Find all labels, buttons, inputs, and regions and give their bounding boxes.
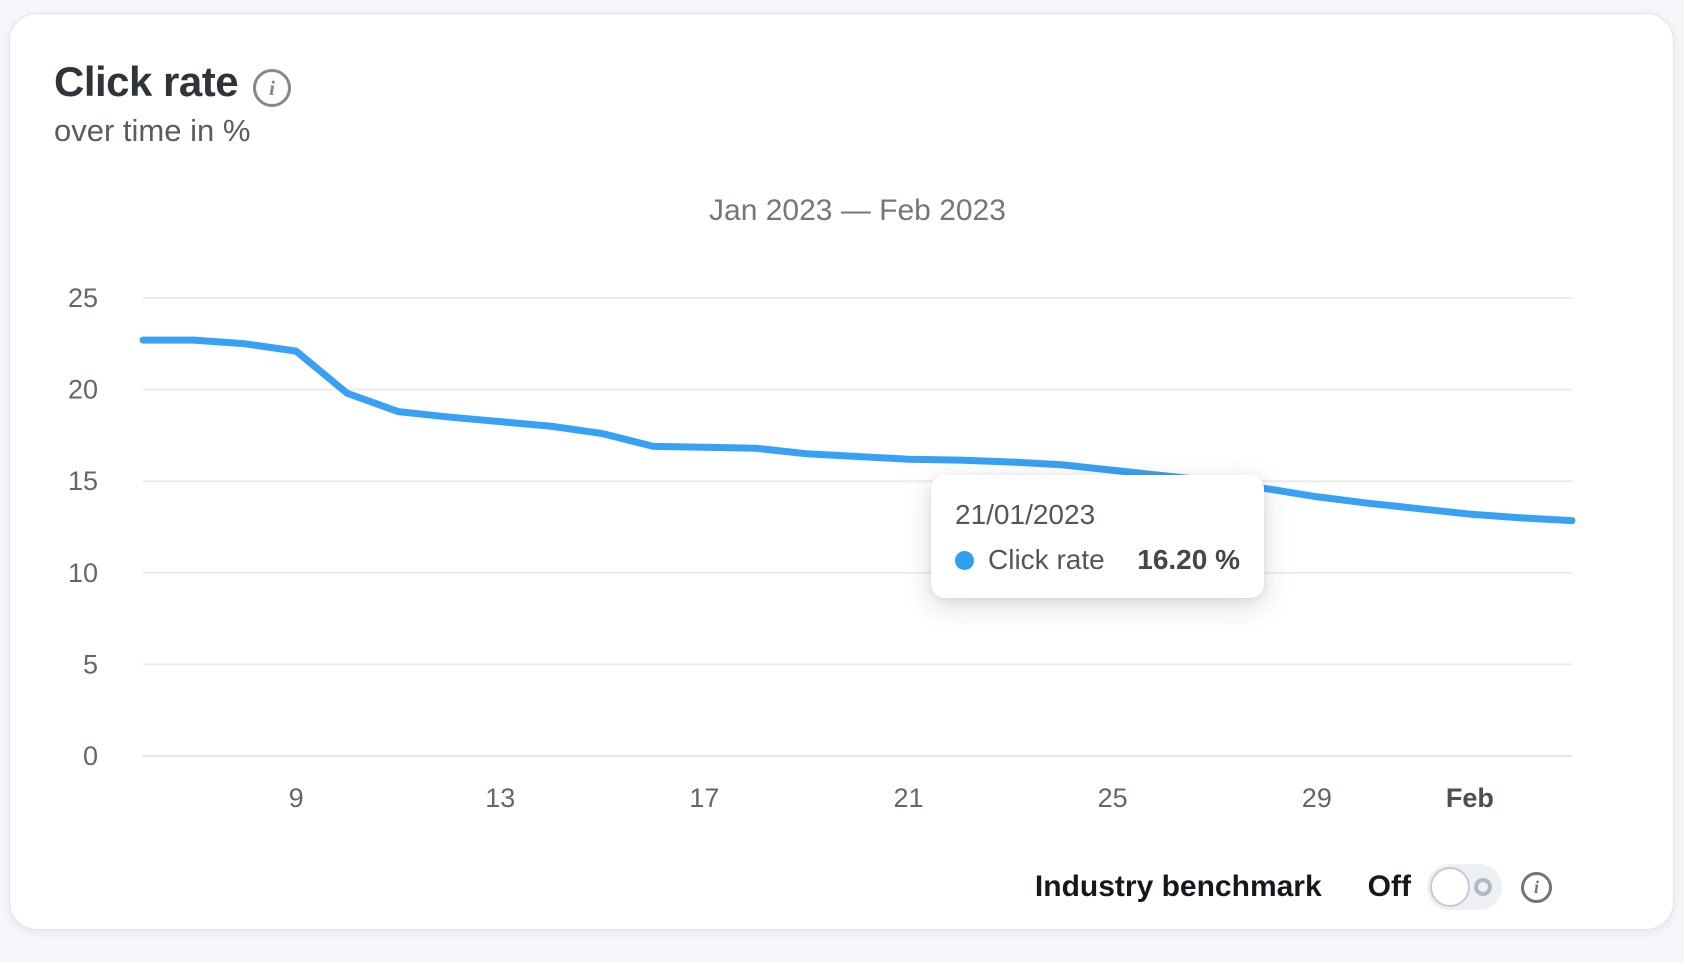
click-rate-series-line [139, 336, 1576, 525]
x-axis-tick-label: Feb [1446, 783, 1494, 813]
tooltip-series-row: Click rate 16.20 % [955, 544, 1240, 576]
y-axis-tick-label: 25 [68, 283, 98, 313]
benchmark-info-icon[interactable]: i [1521, 871, 1552, 903]
x-axis-tick-label: 29 [1302, 783, 1332, 813]
y-axis-tick-label: 15 [68, 466, 98, 496]
card-title: Click rate [54, 58, 239, 105]
y-axis-tick-label: 10 [68, 558, 98, 588]
date-range-label: Jan 2023 — Feb 2023 [709, 194, 1006, 227]
tooltip-series-label: Click rate [988, 544, 1105, 575]
info-icon[interactable]: i [253, 69, 291, 107]
tooltip-value: 16.20 % [1137, 544, 1240, 575]
x-axis-tick-label: 13 [485, 783, 515, 813]
series-dot-icon [955, 550, 974, 570]
click-rate-line-chart[interactable]: 0 5 10 15 20 25 9 13 17 21 25 29 Feb [10, 14, 1684, 962]
benchmark-state-label: Off [1367, 870, 1411, 903]
tooltip-date: 21/01/2023 [955, 499, 1096, 530]
card-subtitle: over time in % [54, 113, 251, 148]
x-axis-tick-label: 17 [689, 783, 719, 813]
y-axis-tick-label: 20 [68, 375, 98, 405]
y-axis-tick-label: 5 [83, 649, 98, 679]
click-rate-card: Click rate i over time in % Jan 2023 — F… [9, 13, 1674, 930]
benchmark-label: Industry benchmark [1034, 870, 1322, 903]
x-axis-tick-label: 9 [289, 783, 304, 813]
benchmark-toggle[interactable] [1427, 864, 1502, 910]
y-axis-tick-label: 0 [83, 741, 98, 771]
x-axis-tick-label: 21 [894, 783, 924, 813]
toggle-off-ring-icon [1474, 878, 1492, 896]
x-axis-tick-label: 25 [1098, 783, 1128, 813]
chart-tooltip: 21/01/2023 Click rate 16.20 % [931, 475, 1264, 598]
toggle-knob [1430, 867, 1470, 907]
industry-benchmark-row: Industry benchmark Off i [1035, 863, 1552, 911]
